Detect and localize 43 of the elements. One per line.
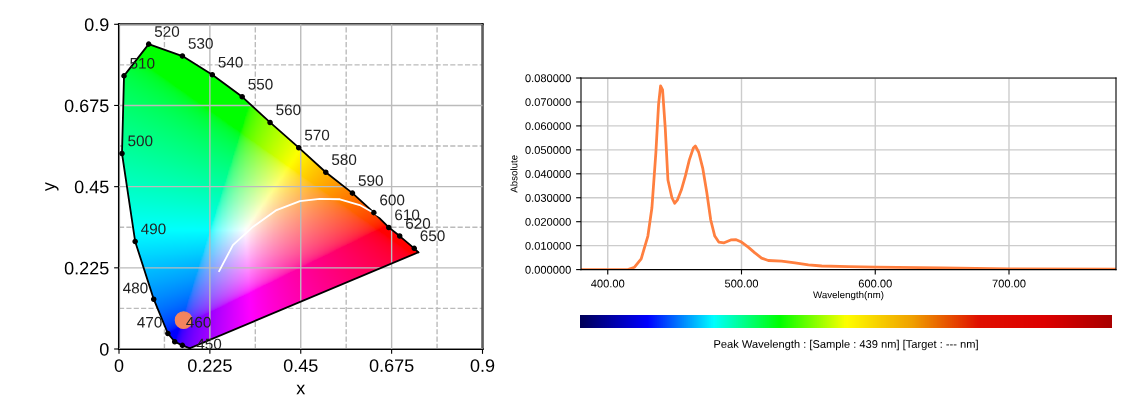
x-tick-label: 600.00 [858, 279, 892, 288]
y-tick-label: 0 [99, 342, 109, 356]
annotation: 580 [331, 154, 357, 166]
y-tick-label: 0.225 [64, 261, 109, 275]
annotation: 560 [276, 104, 301, 116]
x-axis-title: Wavelength(nm) [813, 291, 884, 301]
x-tick-label: 500.00 [724, 279, 759, 288]
text: Peak Wavelength : [Sample : 439 nm] [Target : --- nm] [714, 339, 978, 351]
y-tick-label: 0.45 [74, 180, 109, 194]
annotation: 520 [154, 26, 180, 37]
y-tick-label: 0.070000 [525, 98, 571, 107]
x-tick-label: 400.00 [591, 279, 625, 288]
y-tick-label: 0.030000 [525, 194, 571, 202]
y-tick-label: 0.675 [64, 99, 109, 113]
x-tick-label: 0 [114, 359, 124, 372]
x-tick-label: 0.225 [187, 359, 232, 372]
annotation: 490 [141, 223, 166, 235]
x-axis-title: x [296, 384, 306, 395]
y-tick-label: 0.000000 [525, 265, 571, 274]
annotation: 600 [380, 194, 405, 206]
y-tick-label: 0.060000 [525, 122, 571, 131]
annotation: 480 [123, 282, 148, 294]
x-tick-label: 0.675 [369, 359, 414, 372]
y-axis-title: y [45, 182, 59, 192]
y-tick-label: 0.050000 [525, 146, 571, 154]
y-axis-title: Absolute [510, 155, 518, 193]
annotation: 540 [218, 56, 243, 68]
annotation: 590 [358, 175, 383, 186]
annotation: 570 [304, 129, 330, 141]
annotation: 470 [137, 316, 162, 328]
y-tick-label: 0.040000 [525, 170, 571, 178]
annotation: 650 [420, 230, 445, 242]
y-tick-label: 0.010000 [525, 241, 571, 250]
y-tick-label: 0.080000 [525, 74, 571, 83]
x-tick-label: 0.45 [283, 359, 318, 372]
annotation: 550 [248, 78, 273, 90]
annotation: 450 [196, 338, 222, 350]
annotation: 530 [188, 38, 213, 49]
annotation: 500 [128, 135, 153, 147]
y-tick-label: 0.9 [84, 18, 109, 32]
y-tick-label: 0.020000 [525, 217, 571, 226]
x-tick-label: 0.9 [470, 359, 495, 372]
x-tick-label: 700.00 [992, 279, 1026, 288]
